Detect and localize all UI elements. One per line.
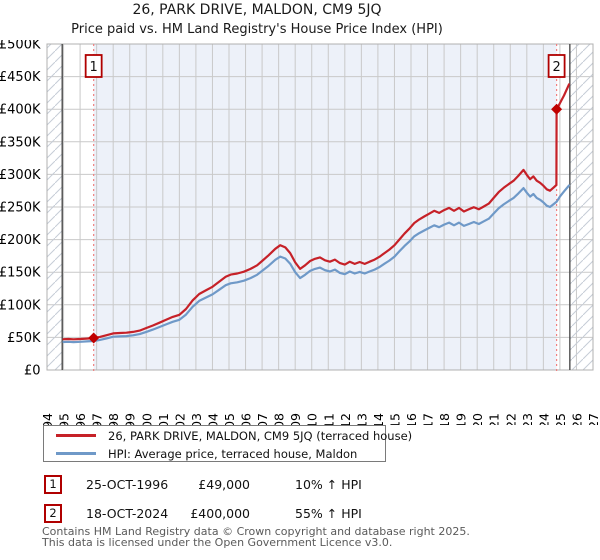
property-line-swatch: [56, 434, 96, 437]
x-axis-label: 2012: [338, 413, 353, 425]
x-axis-label: 2005: [222, 413, 237, 425]
x-axis-label: 1996: [73, 413, 88, 425]
y-axis-label: £300K: [0, 168, 41, 183]
sale-number-label: 2: [552, 60, 560, 75]
x-axis-label: 2004: [205, 413, 220, 425]
x-axis-label: 1994: [40, 413, 55, 425]
plot-border: [46, 43, 594, 371]
x-axis-label: 2001: [156, 413, 171, 425]
x-axis-label: 2007: [255, 413, 270, 425]
x-axis-label: 2009: [288, 413, 303, 425]
y-axis-label: £350K: [0, 135, 41, 150]
x-axis-label: 2014: [371, 413, 386, 425]
legend-item-hpi: HPI: Average price, terraced house, Mald…: [44, 445, 385, 462]
legend-label: 26, PARK DRIVE, MALDON, CM9 5JQ (terrace…: [108, 428, 413, 443]
x-axis-label: 2015: [387, 413, 402, 425]
price-chart: 1 2 £0 £50K £100K £150K £200K £250K £300K £350K £4…: [0, 40, 600, 425]
page-subtitle: Price paid vs. HM Land Registry's House …: [71, 22, 443, 37]
hpi-line-swatch: [56, 452, 96, 455]
x-axis-label: 2025: [553, 413, 568, 425]
x-axis-label: 2018: [437, 413, 452, 425]
transaction-hpi-delta: 55% ↑ HPI: [295, 506, 362, 521]
chart-legend: 26, PARK DRIVE, MALDON, CM9 5JQ (terrace…: [43, 425, 412, 462]
y-axis-label: £50K: [7, 331, 41, 346]
transaction-price: £400,000: [190, 506, 250, 521]
y-axis-label: £250K: [0, 201, 41, 216]
y-axis-label: £150K: [0, 266, 41, 281]
sale-number-box: [84, 54, 103, 78]
x-axis-label: 1998: [106, 413, 121, 425]
transaction-date: 25-OCT-1996: [86, 477, 169, 492]
x-axis-label: 2016: [404, 413, 419, 425]
y-axis-label: £400K: [0, 103, 41, 118]
x-axis-label: 2000: [139, 413, 154, 425]
y-axis-label: £450K: [0, 70, 41, 85]
x-axis-label: 2017: [421, 413, 436, 425]
attribution-footer: Contains HM Land Registry data © Crown c…: [42, 525, 470, 549]
y-axis-label: £100K: [0, 298, 41, 313]
attribution-line1: Contains HM Land Registry data © Crown c…: [42, 525, 470, 538]
x-axis-label: 2021: [487, 413, 502, 425]
x-axis-label: 2023: [520, 413, 535, 425]
page-title: 26, PARK DRIVE, MALDON, CM9 5JQ: [132, 2, 382, 18]
x-axis-label: 2019: [454, 413, 469, 425]
transaction-row: 2 18-OCT-2024 £400,000 55% ↑ HPI: [0, 504, 600, 524]
transaction-row: 1 25-OCT-1996 £49,000 10% ↑ HPI: [0, 475, 600, 495]
x-axis-label: 1997: [90, 413, 105, 425]
y-axis-label: £500K: [0, 40, 41, 53]
no-data-hatch-left: [47, 44, 63, 370]
transaction-date: 18-OCT-2024: [86, 506, 169, 521]
x-axis-label: 2026: [569, 413, 584, 425]
x-axis-label: 2024: [536, 413, 551, 425]
x-axis-label: 2011: [321, 413, 336, 425]
transaction-ref-badge: 1: [44, 475, 62, 494]
x-axis-label: 2022: [503, 413, 518, 425]
y-axis-label: £200K: [0, 233, 41, 248]
sale-number-box: [547, 54, 566, 78]
chart-header: 26, PARK DRIVE, MALDON, CM9 5JQ Price pa…: [0, 2, 514, 37]
x-axis-label: 2003: [189, 413, 204, 425]
transaction-hpi-delta: 10% ↑ HPI: [295, 477, 362, 492]
transaction-ref-badge: 2: [44, 504, 62, 523]
x-axis-label: 2008: [272, 413, 287, 425]
sale-diamond-marker: [551, 103, 563, 115]
x-axis-label: 1999: [123, 413, 138, 425]
x-axis-label: 2020: [470, 413, 485, 425]
y-axis-label: £0: [24, 364, 41, 379]
transaction-price: £49,000: [198, 477, 250, 492]
x-axis-label: 2006: [239, 413, 254, 425]
sale-number-label: 1: [90, 60, 98, 75]
no-data-hatch-right: [569, 44, 593, 370]
legend-item-property: 26, PARK DRIVE, MALDON, CM9 5JQ (terrace…: [44, 427, 412, 444]
property-price-line: [62, 83, 571, 341]
x-axis-label: 2027: [586, 413, 600, 425]
x-axis-label: 2013: [354, 413, 369, 425]
x-axis-label: 2010: [305, 413, 320, 425]
attribution-line2: This data is licensed under the Open Gov…: [42, 535, 393, 549]
x-axis-label: 2002: [172, 413, 187, 425]
x-axis-label: 1995: [57, 413, 72, 425]
legend-label: HPI: Average price, terraced house, Mald…: [108, 446, 358, 461]
hpi-line: [62, 184, 571, 344]
sale-diamond-marker: [88, 332, 100, 344]
